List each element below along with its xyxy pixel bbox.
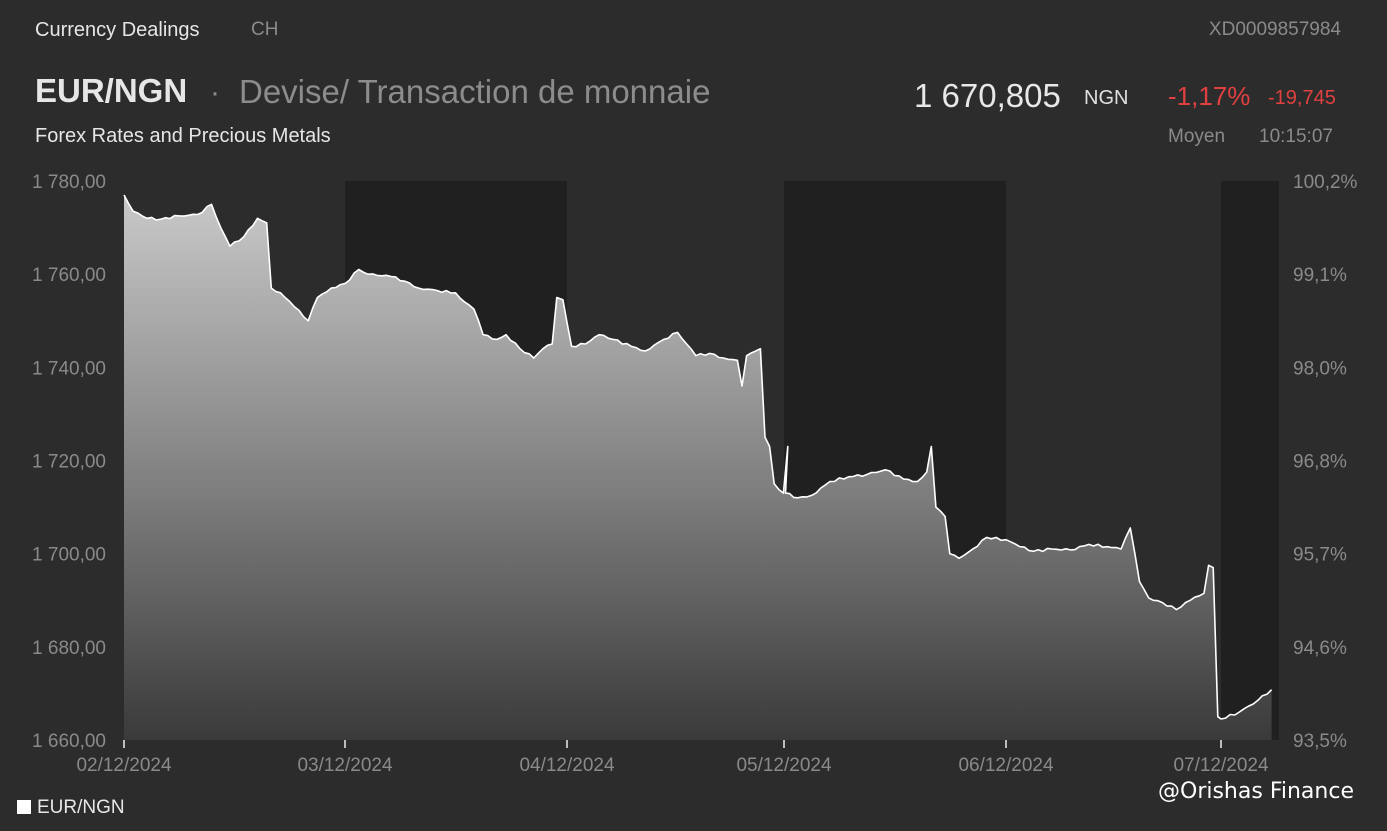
price-mode: Moyen xyxy=(1168,126,1226,147)
y2-tick-label: 100,2% xyxy=(1293,172,1358,193)
title-separator: · xyxy=(210,76,220,109)
legend-label: EUR/NGN xyxy=(37,797,125,818)
y2-tick-label: 93,5% xyxy=(1293,731,1347,752)
y-tick-label: 1 680,00 xyxy=(32,638,106,659)
y-tick-label: 1 720,00 xyxy=(32,452,106,473)
watermark: @Orishas Finance xyxy=(1158,779,1354,804)
y2-tick-label: 98,0% xyxy=(1293,358,1347,379)
y-tick-label: 1 660,00 xyxy=(32,731,106,752)
change-absolute: -19,745 xyxy=(1268,87,1336,109)
y2-tick-label: 99,1% xyxy=(1293,265,1347,286)
series-line-0 xyxy=(123,194,1273,720)
isin-label: XD0009857984 xyxy=(1208,19,1341,40)
change-percent: -1,17% xyxy=(1168,81,1251,111)
x-tick-label: 04/12/2024 xyxy=(519,755,615,776)
y-tick-label: 1 780,00 xyxy=(32,172,106,193)
y2-tick-label: 94,6% xyxy=(1293,638,1347,659)
market-label: CH xyxy=(251,19,279,40)
y-tick-label: 1 700,00 xyxy=(32,545,106,566)
chart-legend[interactable]: EUR/NGN xyxy=(17,797,125,819)
legend-swatch xyxy=(17,800,31,814)
day-band-2 xyxy=(1221,181,1279,740)
y-tick-label: 1 740,00 xyxy=(32,358,106,379)
y2-tick-label: 96,8% xyxy=(1293,452,1347,473)
currency-pair: EUR/NGN xyxy=(35,72,188,109)
x-tick-label: 03/12/2024 xyxy=(297,755,393,776)
x-tick-label: 06/12/2024 xyxy=(958,755,1054,776)
y-tick-label: 1 760,00 xyxy=(32,265,106,286)
y2-tick-label: 95,7% xyxy=(1293,545,1347,566)
instrument-type: Devise/ Transaction de monnaie xyxy=(239,73,711,110)
series-area-0 xyxy=(124,195,1272,740)
chart-subtitle: Forex Rates and Precious Metals xyxy=(35,125,331,147)
quote-time: 10:15:07 xyxy=(1259,126,1333,147)
last-price: 1 670,805 xyxy=(914,77,1061,114)
x-tick-label: 02/12/2024 xyxy=(76,755,172,776)
x-tick-label: 07/12/2024 xyxy=(1173,755,1269,776)
x-tick-label: 05/12/2024 xyxy=(736,755,832,776)
source-label: Currency Dealings xyxy=(35,19,200,41)
price-currency: NGN xyxy=(1084,87,1129,109)
